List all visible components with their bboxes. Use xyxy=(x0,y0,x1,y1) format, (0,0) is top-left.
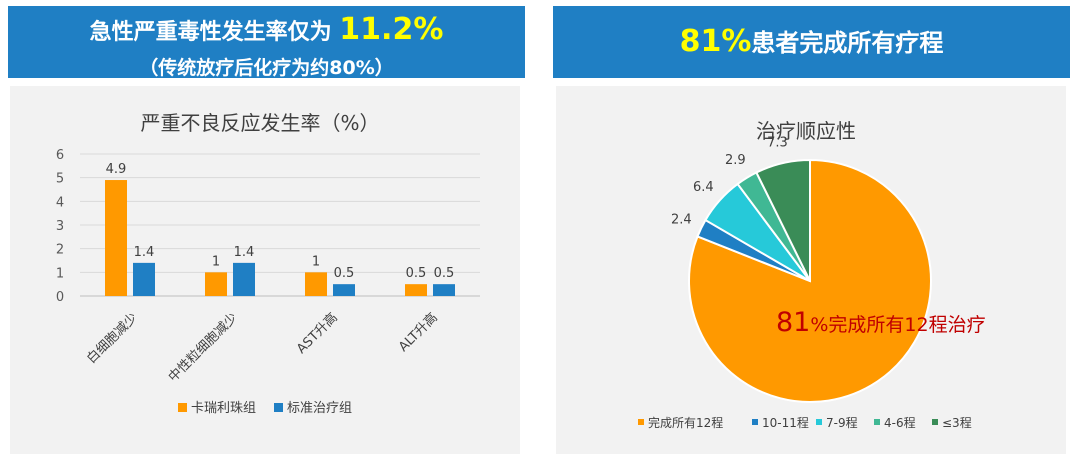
pie-data-label: 6.4 xyxy=(693,180,714,195)
legend-swatch xyxy=(816,419,822,425)
pie-data-label: 2.9 xyxy=(725,153,746,168)
x-tick-label: 中性粒细胞减少 xyxy=(166,310,241,385)
bar-chart-title: 严重不良反应发生率（%） xyxy=(140,111,379,135)
bar xyxy=(433,284,455,296)
left-banner-prefix: 急性严重毒性发生率仅为 xyxy=(89,20,332,45)
pie-annotation: 81%完成所有12程治疗 xyxy=(776,307,986,338)
right-banner-highlight: 81% xyxy=(679,24,752,59)
bar-data-label: 0.5 xyxy=(434,266,455,281)
bar xyxy=(133,262,155,296)
legend-label: 4-6程 xyxy=(884,415,916,430)
legend-swatch xyxy=(274,403,283,412)
y-tick-label: 2 xyxy=(56,243,64,258)
bar-data-label: 1 xyxy=(212,254,220,269)
bar-data-label: 0.5 xyxy=(334,266,355,281)
legend-swatch xyxy=(932,419,938,425)
right-banner: 81%患者完成所有疗程 xyxy=(553,6,1070,78)
bar-data-label: 1 xyxy=(312,254,320,269)
right-banner-suffix: 患者完成所有疗程 xyxy=(751,29,944,57)
left-banner-line1: 急性严重毒性发生率仅为 11.2% xyxy=(8,12,525,47)
pie-chart-panel: 治疗顺应性 2.4 6.4 2.9 7.3 81%完成所有12程治疗完成所有12程 10-1… xyxy=(556,86,1066,454)
y-tick-label: 5 xyxy=(56,172,64,187)
bar xyxy=(105,180,127,296)
left-banner-line2: （传统放疗后化疗为约80%） xyxy=(139,57,394,79)
legend-label: ≤3程 xyxy=(942,415,972,430)
pie-chart-title: 治疗顺应性 xyxy=(756,119,856,143)
left-banner: 急性严重毒性发生率仅为 11.2% （传统放疗后化疗为约80%） xyxy=(8,6,525,79)
legend-label: 10-11程 xyxy=(762,415,809,430)
y-tick-label: 1 xyxy=(56,266,64,281)
pie-annotation-text: %完成所有12程治疗 xyxy=(810,314,985,336)
bar-data-label: 4.9 xyxy=(106,162,127,177)
legend-label: 完成所有12程 xyxy=(648,415,723,430)
legend-label: 卡瑞利珠组 xyxy=(191,401,256,416)
y-tick-label: 0 xyxy=(56,290,64,305)
bar xyxy=(205,272,227,296)
legend-swatch xyxy=(874,419,880,425)
bar xyxy=(233,262,255,296)
legend-swatch xyxy=(752,419,758,425)
x-tick-label: AST升高 xyxy=(293,310,340,357)
bar-data-label: 1.4 xyxy=(134,245,155,260)
x-tick-label: ALT升高 xyxy=(395,310,440,355)
left-banner-highlight: 11.2% xyxy=(339,12,444,47)
bar xyxy=(333,284,355,296)
bar-chart-panel: 严重不良反应发生率（%） 0 1 2 3 4 5 6 4.9 1.4 白细胞减少 1 1.4 中性粒细胞减… xyxy=(10,86,520,454)
bar-data-label: 1.4 xyxy=(234,245,255,260)
legend-swatch xyxy=(178,403,187,412)
legend-label: 7-9程 xyxy=(826,415,858,430)
pie-data-label: 2.4 xyxy=(671,212,692,227)
pie-annotation-number: 81 xyxy=(776,307,810,338)
y-tick-label: 3 xyxy=(56,219,64,234)
bar-data-label: 0.5 xyxy=(406,266,427,281)
bar xyxy=(305,272,327,296)
legend-label: 标准治疗组 xyxy=(287,401,352,416)
pie-slice xyxy=(755,158,811,282)
pie-data-label: 7.3 xyxy=(767,136,788,151)
legend-swatch xyxy=(638,419,644,425)
y-tick-label: 4 xyxy=(56,195,64,210)
bar xyxy=(405,284,427,296)
y-tick-label: 6 xyxy=(56,148,64,163)
right-banner-line: 81%患者完成所有疗程 xyxy=(553,23,1070,59)
bar-chart: 严重不良反应发生率（%） 0 1 2 3 4 5 6 4.9 1.4 白细胞减少 1 1.4 中性粒细胞减… xyxy=(56,111,480,416)
x-tick-label: 白细胞减少 xyxy=(84,310,141,367)
